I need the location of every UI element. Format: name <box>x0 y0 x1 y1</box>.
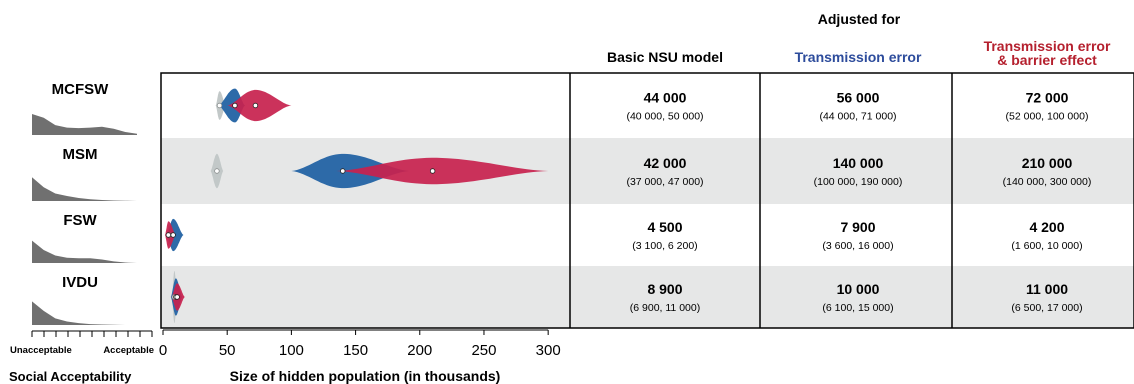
cell-estimate: 42 000 <box>644 155 687 171</box>
median-point-transmission-msm <box>340 168 346 174</box>
median-point-basic-msm <box>214 168 220 174</box>
header-basic-nsu: Basic NSU model <box>607 49 723 65</box>
header-barrier-line1: Transmission error <box>984 38 1111 54</box>
table-header: Adjusted for Basic NSU model Transmissio… <box>607 11 1111 68</box>
cell-interval: (3 600, 16 000) <box>822 240 893 252</box>
median-point-barrier-mcfsw <box>252 102 259 109</box>
acceptability-high-label: Acceptable <box>103 345 154 356</box>
cell-interval: (40 000, 50 000) <box>626 111 703 123</box>
cell-estimate: 7 900 <box>840 219 875 235</box>
acceptability-low-label: Unacceptable <box>10 345 72 356</box>
median-point-barrier-fsw <box>165 232 172 238</box>
x-tick-label: 50 <box>219 342 236 359</box>
cell-estimate: 4 500 <box>647 219 682 235</box>
header-barrier-line2: & barrier effect <box>997 52 1097 68</box>
median-point-barrier-msm <box>429 168 436 174</box>
row-band-ivdu <box>161 266 1134 328</box>
acceptability-density-ivdu <box>32 301 137 325</box>
group-label-msm: MSM <box>63 146 98 163</box>
cell-interval: (6 500, 17 000) <box>1011 302 1082 314</box>
x-tick-label: 150 <box>343 342 368 359</box>
violins <box>164 88 549 323</box>
cell-interval: (52 000, 100 000) <box>1006 111 1089 123</box>
violin-barrier-mcfsw <box>227 89 292 122</box>
median-point-transmission-fsw <box>170 232 176 238</box>
left-panel: MCFSW MSM FSW IVDU <box>32 81 137 325</box>
cell-interval: (3 100, 6 200) <box>632 240 697 252</box>
violin-barrier-msm <box>336 157 549 185</box>
social-acceptability-title: Social Acceptability <box>9 369 132 384</box>
median-point-transmission-mcfsw <box>232 102 238 109</box>
x-tick-label: 0 <box>159 342 167 359</box>
cell-estimate: 11 000 <box>1026 281 1068 297</box>
cell-estimate: 8 900 <box>647 281 682 297</box>
cell-estimate: 56 000 <box>837 90 880 106</box>
group-label-ivdu: IVDU <box>62 274 98 291</box>
cell-interval: (1 600, 10 000) <box>1011 240 1082 252</box>
cell-interval: (37 000, 47 000) <box>626 176 703 188</box>
median-point-barrier-ivdu <box>174 294 180 300</box>
x-tick-label: 200 <box>407 342 432 359</box>
x-tick-label: 300 <box>536 342 561 359</box>
cell-estimate: 44 000 <box>644 90 687 106</box>
acceptability-density-msm <box>32 177 137 201</box>
cell-interval: (6 900, 11 000) <box>630 302 700 314</box>
row-bands <box>161 138 1134 328</box>
plot-frame <box>160 72 1134 329</box>
table-cells: 44 000 (40 000, 50 000) 56 000 (44 000, 71 … <box>626 90 1091 315</box>
x-axis: 0 50 100 150 200 250 300 <box>159 329 561 359</box>
cell-estimate: 72 000 <box>1026 90 1069 106</box>
cell-interval: (100 000, 190 000) <box>814 176 903 188</box>
cell-estimate: 210 000 <box>1022 155 1073 171</box>
group-label-fsw: FSW <box>63 212 97 229</box>
cell-estimate: 10 000 <box>837 281 880 297</box>
social-acceptability-axis <box>31 330 153 337</box>
x-tick-label: 100 <box>279 342 304 359</box>
cell-estimate: 4 200 <box>1029 219 1064 235</box>
cell-interval: (44 000, 71 000) <box>819 111 896 123</box>
x-axis-label: Size of hidden population (in thousands) <box>230 368 501 384</box>
cell-interval: (6 100, 15 000) <box>822 302 893 314</box>
group-label-mcfsw: MCFSW <box>52 81 109 98</box>
frame <box>160 72 1134 329</box>
cell-interval: (140 000, 300 000) <box>1003 176 1092 188</box>
acceptability-density-fsw <box>32 240 137 263</box>
acceptability-density-mcfsw <box>32 114 137 135</box>
median-point-basic-mcfsw <box>216 102 223 109</box>
header-adjusted-for: Adjusted for <box>818 11 901 27</box>
cell-estimate: 140 000 <box>833 155 884 171</box>
x-tick-label: 250 <box>471 342 496 359</box>
header-transmission-error: Transmission error <box>795 49 922 65</box>
